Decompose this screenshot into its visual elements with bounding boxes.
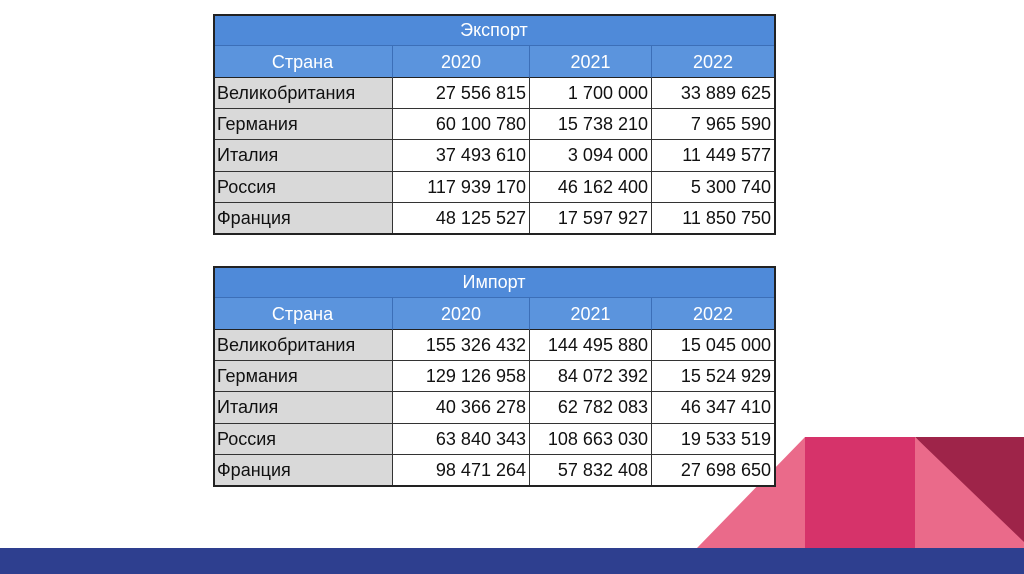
country-cell: Германия xyxy=(213,109,393,141)
table-title: Экспорт xyxy=(213,14,775,46)
country-cell: Италия xyxy=(213,140,393,172)
value-cell: 117 939 170 xyxy=(393,171,530,203)
value-cell: 129 126 958 xyxy=(393,361,530,393)
shape xyxy=(915,437,1024,548)
value-cell: 62 782 083 xyxy=(530,392,652,424)
header-cell: 2020 xyxy=(393,298,530,330)
footer-band xyxy=(0,548,1024,574)
value-cell: 108 663 030 xyxy=(530,423,652,455)
value-cell: 27 698 650 xyxy=(652,454,775,486)
value-cell: 1 700 000 xyxy=(530,78,652,110)
value-cell: 33 889 625 xyxy=(652,78,775,110)
value-cell: 48 125 527 xyxy=(393,202,530,234)
value-cell: 40 366 278 xyxy=(393,392,530,424)
shape xyxy=(697,437,805,548)
country-cell: Великобритания xyxy=(213,330,393,362)
header-cell: Страна xyxy=(213,298,393,330)
value-cell: 11 449 577 xyxy=(652,140,775,172)
value-cell: 144 495 880 xyxy=(530,330,652,362)
header-cell: Страна xyxy=(213,46,393,78)
country-cell: Германия xyxy=(213,361,393,393)
country-cell: Великобритания xyxy=(213,78,393,110)
country-cell: Италия xyxy=(213,392,393,424)
value-cell: 98 471 264 xyxy=(393,454,530,486)
header-cell: 2020 xyxy=(393,46,530,78)
value-cell: 17 597 927 xyxy=(530,202,652,234)
table-border xyxy=(213,266,776,487)
header-cell: 2022 xyxy=(652,298,775,330)
value-cell: 3 094 000 xyxy=(530,140,652,172)
value-cell: 46 162 400 xyxy=(530,171,652,203)
country-cell: Франция xyxy=(213,454,393,486)
header-cell: 2021 xyxy=(530,46,652,78)
value-cell: 63 840 343 xyxy=(393,423,530,455)
table-border xyxy=(213,14,776,235)
header-cell: 2022 xyxy=(652,46,775,78)
shape xyxy=(805,437,915,548)
value-cell: 60 100 780 xyxy=(393,109,530,141)
value-cell: 84 072 392 xyxy=(530,361,652,393)
value-cell: 15 524 929 xyxy=(652,361,775,393)
country-cell: Россия xyxy=(213,423,393,455)
value-cell: 15 045 000 xyxy=(652,330,775,362)
value-cell: 27 556 815 xyxy=(393,78,530,110)
table-title: Импорт xyxy=(213,266,775,298)
header-cell: 2021 xyxy=(530,298,652,330)
value-cell: 37 493 610 xyxy=(393,140,530,172)
value-cell: 57 832 408 xyxy=(530,454,652,486)
country-cell: Россия xyxy=(213,171,393,203)
country-cell: Франция xyxy=(213,202,393,234)
value-cell: 15 738 210 xyxy=(530,109,652,141)
value-cell: 155 326 432 xyxy=(393,330,530,362)
